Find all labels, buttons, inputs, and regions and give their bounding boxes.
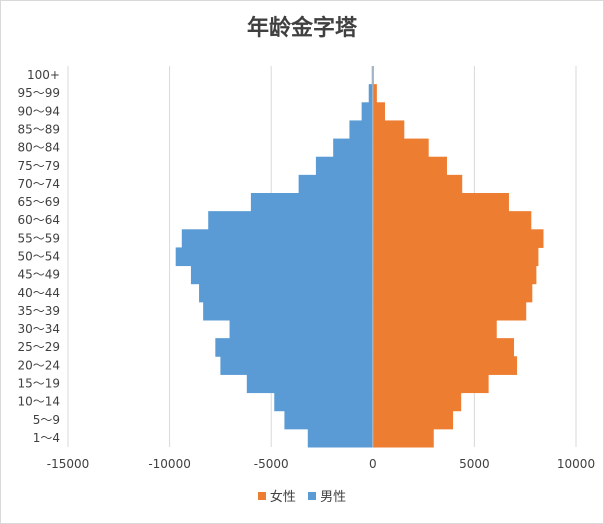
y-tick-label-9: 45～49 — [17, 268, 60, 282]
y-tick-label-16: 80～84 — [17, 141, 60, 155]
y-tick-label-8: 40～44 — [17, 286, 60, 300]
bar-female-4 — [372, 356, 518, 375]
bar-male-12 — [208, 211, 373, 230]
bar-female-1 — [372, 410, 454, 430]
bar-male-17 — [349, 120, 373, 140]
y-tick-label-18: 90～94 — [17, 104, 60, 118]
bar-male-15 — [315, 156, 373, 176]
bar-female-0 — [372, 428, 434, 448]
bar-male-4 — [220, 356, 373, 375]
bar-female-15 — [372, 156, 447, 176]
bar-male-9 — [190, 265, 373, 285]
x-tick-label-3: 0 — [369, 457, 377, 471]
y-tick-label-12: 60～64 — [17, 213, 60, 227]
y-tick-label-14: 70～74 — [17, 177, 60, 191]
y-tick-label-13: 65～69 — [17, 195, 60, 209]
bar-female-16 — [372, 138, 429, 158]
bar-male-14 — [298, 174, 373, 194]
bar-male-19 — [368, 84, 373, 103]
bar-male-8 — [199, 283, 373, 303]
y-tick-label-19: 95～99 — [17, 86, 60, 100]
bar-female-18 — [372, 102, 385, 121]
y-tick-label-10: 50～54 — [17, 250, 60, 264]
x-tick-label-4: 5000 — [459, 457, 490, 471]
bar-female-2 — [372, 392, 462, 412]
y-tick-label-1: 5～9 — [33, 413, 60, 427]
y-tick-label-11: 55～59 — [17, 231, 60, 245]
x-tick-label-2: -5000 — [254, 457, 289, 471]
bar-male-3 — [246, 374, 373, 394]
bar-female-13 — [372, 193, 509, 212]
bar-male-1 — [284, 410, 373, 430]
y-tick-label-17: 85～89 — [17, 123, 60, 137]
bar-female-7 — [372, 301, 527, 321]
bar-male-5 — [215, 338, 373, 357]
legend: 女性 男性 — [0, 486, 604, 505]
bar-female-12 — [372, 211, 532, 230]
bar-female-17 — [372, 120, 405, 140]
legend-label-female: 女性 — [269, 490, 296, 505]
legend-item-male: 男性 — [308, 486, 346, 505]
bar-male-13 — [250, 193, 373, 212]
bar-male-7 — [203, 301, 373, 321]
bar-male-20 — [371, 66, 373, 85]
bar-male-16 — [333, 138, 373, 158]
y-tick-label-6: 30～34 — [17, 322, 60, 336]
y-tick-label-15: 75～79 — [17, 159, 60, 173]
y-tick-label-2: 10～14 — [17, 395, 60, 409]
bar-male-10 — [175, 247, 373, 267]
bar-female-14 — [372, 174, 463, 194]
bar-female-19 — [372, 84, 377, 103]
legend-item-female: 女性 — [257, 486, 296, 505]
bar-male-0 — [307, 428, 373, 448]
chart-title: 年龄金字塔 — [246, 15, 357, 41]
x-tick-label-5: 10000 — [557, 457, 595, 471]
legend-label-male: 男性 — [320, 490, 347, 505]
y-tick-label-3: 15～19 — [17, 377, 60, 391]
legend-swatch-male — [308, 491, 317, 500]
bar-female-5 — [372, 338, 515, 357]
bar-female-10 — [372, 247, 539, 267]
y-tick-label-7: 35～39 — [17, 304, 60, 318]
bar-female-8 — [372, 283, 533, 303]
y-tick-label-4: 20～24 — [17, 358, 60, 372]
bar-male-11 — [181, 229, 373, 248]
y-tick-label-20: 100+ — [27, 68, 60, 82]
bar-female-3 — [372, 374, 489, 394]
y-tick-label-5: 25～29 — [17, 340, 60, 354]
bar-male-18 — [361, 102, 373, 121]
x-tick-label-1: -10000 — [148, 457, 191, 471]
legend-swatch-female — [257, 491, 266, 500]
bar-female-20 — [372, 66, 374, 85]
y-tick-label-0: 1～4 — [33, 431, 60, 445]
bar-female-9 — [372, 265, 537, 285]
bar-female-11 — [372, 229, 544, 248]
bar-female-6 — [372, 320, 497, 339]
bar-male-2 — [274, 392, 373, 412]
bar-male-6 — [229, 320, 373, 339]
x-tick-label-0: -15000 — [47, 457, 90, 471]
